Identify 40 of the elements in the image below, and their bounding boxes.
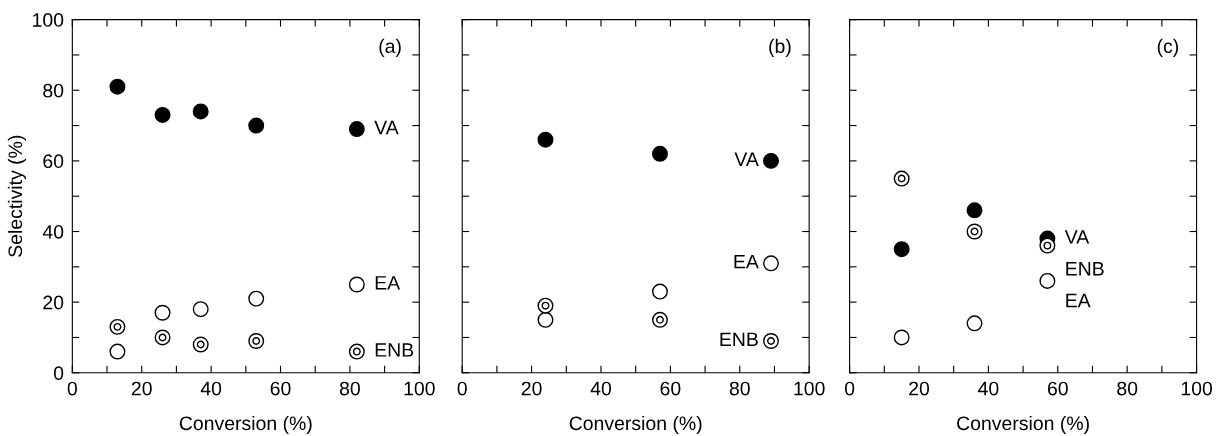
x-tick-label: 0 <box>844 381 855 396</box>
x-tick-label: 0 <box>457 381 467 396</box>
x-tick-label: 80 <box>339 381 360 396</box>
annotation: (a) <box>379 38 401 57</box>
x-tick-label: 100 <box>794 381 825 396</box>
y-tick-label: 80 <box>43 83 64 98</box>
legend-label: VA <box>374 120 399 135</box>
x-tick-label: 80 <box>1117 381 1138 396</box>
x-axis-title: Conversion (%) <box>957 415 1089 435</box>
x-tick-label: 40 <box>590 381 612 396</box>
legend-label: ENB <box>720 332 758 347</box>
x-tick-label: 60 <box>270 381 291 396</box>
x-axis-title: Conversion (%) <box>569 415 702 435</box>
series-label: VA <box>1064 230 1090 244</box>
x-tick-label: 20 <box>131 381 152 396</box>
series-label: EA <box>1066 293 1091 308</box>
annotation: (b) <box>769 38 791 57</box>
y-tick-label: 40 <box>42 224 64 239</box>
y-tick-label: 100 <box>33 13 64 27</box>
legend-label: VA <box>734 152 759 166</box>
legend-label: ENB <box>375 343 414 357</box>
annotation: (c) <box>1157 38 1179 57</box>
x-tick-label: 60 <box>1047 381 1068 396</box>
x-axis-title: Conversion (%) <box>179 415 312 435</box>
x-tick-label: 20 <box>521 381 542 396</box>
series-label: ENB <box>1066 262 1104 276</box>
x-tick-label: 40 <box>978 381 999 396</box>
x-tick-label: 100 <box>404 381 435 396</box>
x-tick-label: 60 <box>660 381 681 396</box>
x-tick-label: 100 <box>1181 381 1213 396</box>
legend-label: EA <box>734 254 759 269</box>
y-tick-label: 20 <box>43 295 64 310</box>
x-tick-label: 40 <box>200 381 222 396</box>
x-tick-label: 0 <box>67 381 77 396</box>
x-tick-label: 80 <box>729 381 750 396</box>
legend-label: EA <box>375 276 401 290</box>
x-tick-label: 20 <box>909 381 930 396</box>
y-axis-title: Selectivity (%) <box>7 135 27 257</box>
y-tick-label: 60 <box>43 154 64 169</box>
y-tick-label: 0 <box>53 366 64 381</box>
